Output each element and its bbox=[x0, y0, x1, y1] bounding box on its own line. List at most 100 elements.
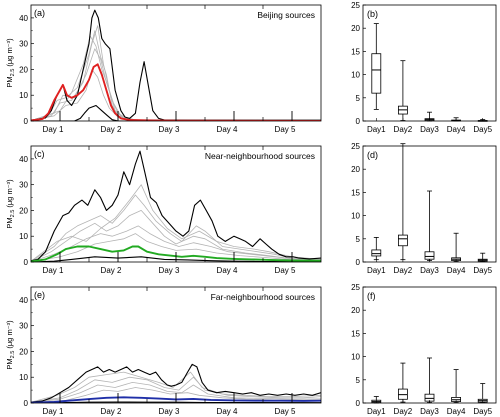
line-panel-1: 0 10 20 30 40 Day 1 Day 2 Day 3 Day 4 Day 5 (c) Nea… bbox=[5, 145, 322, 275]
series-lower-line bbox=[31, 256, 321, 262]
y-tick-label: 30 bbox=[19, 322, 28, 331]
x-tick-label: Day 1 bbox=[43, 266, 64, 275]
plot-area bbox=[31, 363, 321, 403]
y-tick-label: 20 bbox=[19, 206, 28, 215]
box-iqr bbox=[371, 53, 382, 94]
x-tick-label: Day 4 bbox=[217, 125, 238, 134]
axes-frame bbox=[362, 4, 497, 122]
series-median-line bbox=[31, 63, 321, 121]
x-tick-label: Day 5 bbox=[275, 266, 296, 275]
y-tick-label: 25 bbox=[351, 283, 360, 292]
line-panel-0: 0 10 20 30 40 Day 1 Day 2 Day 3 Day 4 Day 5 (a) Bei… bbox=[5, 4, 322, 134]
y-tick-label: 10 bbox=[19, 91, 28, 100]
box-panel-2: 0 5 10 15 20 25 Day1 Day2 Day3 Day4 Day5 (f) bbox=[351, 283, 497, 416]
panel-letter: (e) bbox=[34, 290, 45, 300]
x-tick-label: Day 3 bbox=[159, 266, 180, 275]
x-tick-label: Day1 bbox=[367, 266, 386, 275]
y-axis-label: PM2.5 (μg m⁻³) bbox=[5, 38, 16, 88]
y-tick-label: 5 bbox=[356, 94, 361, 103]
series-member-line-4 bbox=[31, 184, 321, 262]
y-tick-label: 30 bbox=[19, 181, 28, 190]
x-tick-label: Day 3 bbox=[159, 125, 180, 134]
x-tick-label: Day5 bbox=[473, 407, 492, 416]
y-tick-label: 10 bbox=[19, 373, 28, 382]
series-median-line bbox=[31, 396, 321, 403]
series-member-line-3 bbox=[31, 233, 321, 262]
y-tick-label: 20 bbox=[351, 165, 360, 174]
x-tick-label: Day 2 bbox=[101, 407, 122, 416]
box-panel-1: 0 5 10 15 20 25 Day1 Day2 Day3 Day4 Day5 (d) bbox=[351, 142, 497, 275]
y-tick-label: 0 bbox=[356, 117, 361, 126]
box-iqr bbox=[371, 249, 382, 257]
panel-title: Far-neighbourhood sources bbox=[211, 292, 315, 302]
panel-title: Beijing sources bbox=[257, 10, 315, 20]
x-tick-label: Day 5 bbox=[275, 407, 296, 416]
x-tick-label: Day4 bbox=[447, 266, 466, 275]
series-member-line-1 bbox=[31, 25, 321, 121]
x-tick-label: Day 1 bbox=[43, 125, 64, 134]
figure-root: 0 10 20 30 40 Day 1 Day 2 Day 3 Day 4 Day 5 (a) Bei… bbox=[5, 1, 497, 416]
x-tick-label: Day2 bbox=[394, 125, 413, 134]
series-member-line-4 bbox=[31, 35, 321, 121]
x-tick-label: Day4 bbox=[447, 407, 466, 416]
box-iqr bbox=[424, 251, 435, 260]
series-upper-line bbox=[31, 363, 321, 403]
series-upper-line bbox=[31, 9, 321, 121]
line-panel-2: 0 10 20 30 40 Day 1 Day 2 Day 3 Day 4 Day 5 (e) Far… bbox=[5, 286, 322, 416]
axes-frame bbox=[30, 286, 322, 404]
y-tick-label: 10 bbox=[351, 353, 360, 362]
x-tick-label: Day5 bbox=[473, 125, 492, 134]
plot-area bbox=[31, 150, 321, 262]
x-tick-label: Day 4 bbox=[217, 407, 238, 416]
y-axis-label: PM2.5 (μg m⁻³) bbox=[5, 320, 16, 370]
series-median-line bbox=[31, 245, 321, 262]
x-tick-label: Day 5 bbox=[275, 125, 296, 134]
x-tick-label: Day 3 bbox=[159, 407, 180, 416]
x-tick-label: Day1 bbox=[367, 407, 386, 416]
panel-title: Near-neighbourhood sources bbox=[205, 151, 315, 161]
y-tick-label: 0 bbox=[24, 258, 29, 267]
y-tick-label: 5 bbox=[356, 376, 361, 385]
x-tick-label: Day3 bbox=[420, 125, 439, 134]
y-tick-label: 40 bbox=[19, 296, 28, 305]
y-tick-label: 25 bbox=[351, 142, 360, 151]
y-tick-label: 40 bbox=[19, 14, 28, 23]
x-tick-label: Day 4 bbox=[217, 266, 238, 275]
x-tick-label: Day4 bbox=[447, 125, 466, 134]
series-upper-line bbox=[31, 150, 321, 262]
y-tick-label: 0 bbox=[24, 117, 29, 126]
plot-area bbox=[31, 9, 321, 121]
panel-letter: (d) bbox=[367, 150, 378, 160]
x-tick-label: Day2 bbox=[394, 266, 413, 275]
y-tick-label: 10 bbox=[351, 71, 360, 80]
x-tick-label: Day 2 bbox=[101, 125, 122, 134]
y-tick-label: 5 bbox=[356, 235, 361, 244]
x-tick-label: Day2 bbox=[394, 407, 413, 416]
y-tick-label: 0 bbox=[24, 399, 29, 408]
y-tick-label: 10 bbox=[351, 212, 360, 221]
series-member-line-3 bbox=[31, 371, 321, 403]
y-tick-label: 0 bbox=[356, 258, 361, 267]
series-member-line-2 bbox=[31, 387, 321, 403]
series-member-line-0 bbox=[31, 376, 321, 403]
y-tick-label: 15 bbox=[351, 329, 360, 338]
panel-letter: (c) bbox=[34, 149, 45, 159]
series-lower-line bbox=[31, 104, 321, 121]
box-iqr bbox=[397, 234, 408, 247]
y-tick-label: 40 bbox=[19, 155, 28, 164]
series-member-line-1 bbox=[31, 210, 321, 262]
series-member-line-2 bbox=[31, 225, 321, 262]
box-panel-0: 0 5 10 15 20 25 Day1 Day2 Day3 Day4 Day5 (b) bbox=[351, 1, 497, 134]
series-member-line-1 bbox=[31, 382, 321, 403]
y-axis-label: PM2.5 (μg m⁻³) bbox=[5, 179, 16, 229]
x-tick-label: Day5 bbox=[473, 266, 492, 275]
y-tick-label: 10 bbox=[19, 232, 28, 241]
y-tick-label: 15 bbox=[351, 188, 360, 197]
y-tick-label: 25 bbox=[351, 1, 360, 10]
y-tick-label: 30 bbox=[19, 40, 28, 49]
series-member-line-0 bbox=[31, 194, 321, 262]
panel-letter: (f) bbox=[367, 291, 376, 301]
x-tick-label: Day3 bbox=[420, 407, 439, 416]
panel-letter: (a) bbox=[34, 8, 45, 18]
